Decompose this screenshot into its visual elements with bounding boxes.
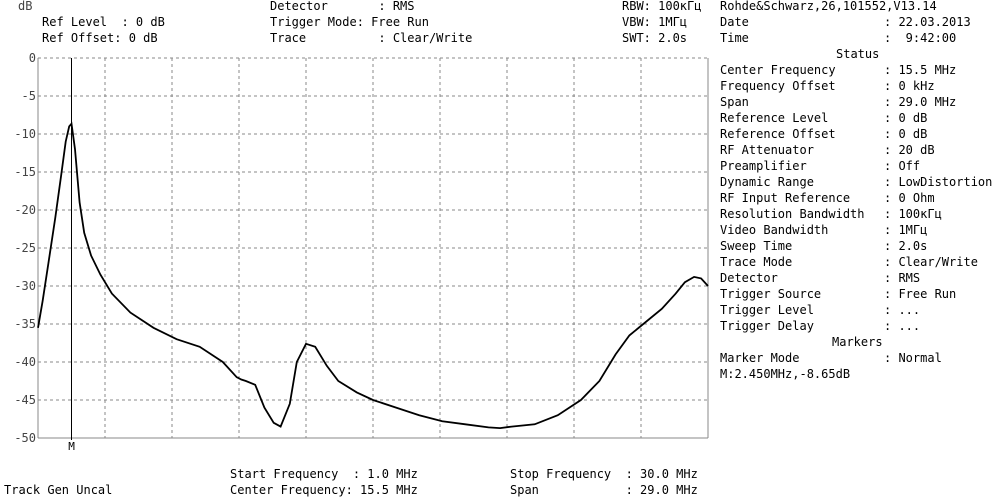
span-readout: Span : 29.0 MHz xyxy=(510,483,698,497)
y-tick-label: -40 xyxy=(14,355,36,369)
status-label: Sweep Time xyxy=(720,239,793,253)
status-label: Trigger Delay xyxy=(720,319,814,333)
y-tick-label: -10 xyxy=(14,127,36,141)
status-label: Span xyxy=(720,95,749,109)
y-unit-label: dB xyxy=(18,0,33,13)
status-label: Detector xyxy=(720,271,778,285)
status-label: RF Attenuator xyxy=(720,143,814,157)
trace-readout: Trace : Clear/Write xyxy=(270,31,473,45)
status-label: Dynamic Range xyxy=(720,175,814,189)
y-tick-label: -35 xyxy=(14,317,36,331)
plot-grid xyxy=(37,57,709,439)
status-value: : 2.0s xyxy=(884,239,928,253)
y-tick-label: 0 xyxy=(29,51,36,65)
status-value: : 0 dB xyxy=(884,127,928,141)
status-label: Trigger Source xyxy=(720,287,822,301)
status-value: : 0 dB xyxy=(884,111,928,125)
status-value: : 29.0 MHz xyxy=(884,95,957,109)
stop-frequency: Stop Frequency : 30.0 MHz xyxy=(510,467,698,481)
status-value: : 20 dB xyxy=(884,143,935,157)
status-label: Reference Level xyxy=(720,111,829,125)
status-label: RF Input Reference xyxy=(720,191,851,205)
y-tick-label: -15 xyxy=(14,165,36,179)
status-value: : 1МГц xyxy=(884,223,928,237)
status-label: Preamplifier xyxy=(720,159,807,173)
status-value: : ... xyxy=(884,319,921,333)
status-label: Trace Mode xyxy=(720,255,793,269)
status-value: : RMS xyxy=(884,271,921,285)
y-axis-ticks: 0 -5 -10 -15 -20 -25 -30 -35 -40 -45 -50 xyxy=(14,51,36,445)
y-tick-label: -20 xyxy=(14,203,36,217)
status-label: Video Bandwidth xyxy=(720,223,829,237)
rbw-readout: RBW: 100кГц xyxy=(622,0,702,13)
status-value: : 15.5 MHz xyxy=(884,63,957,77)
instrument-id: Rohde&Schwarz,26,101552,V13.14 xyxy=(720,0,937,13)
markers-title: Markers xyxy=(832,335,883,349)
start-frequency: Start Frequency : 1.0 MHz xyxy=(230,467,418,481)
status-label: Frequency Offset xyxy=(720,79,836,93)
date-value: : 22.03.2013 xyxy=(884,15,971,29)
center-frequency: Center Frequency: 15.5 MHz xyxy=(230,483,418,497)
ref-level: Ref Level : 0 dB xyxy=(42,15,165,29)
y-tick-label: -30 xyxy=(14,279,36,293)
status-value: : Clear/Write xyxy=(884,255,978,269)
y-tick-label: -50 xyxy=(14,431,36,445)
status-title: Status xyxy=(836,47,880,61)
time-value: : 9:42:00 xyxy=(884,31,957,45)
date-label: Date xyxy=(720,15,749,29)
detector-readout: Detector : RMS xyxy=(270,0,415,13)
status-label: Trigger Level xyxy=(720,303,814,317)
status-value: : 0 Ohm xyxy=(884,191,935,205)
vbw-readout: VBW: 1МГц xyxy=(622,15,688,29)
trigger-mode-readout: Trigger Mode: Free Run xyxy=(270,15,429,29)
track-gen-status: Track Gen Uncal xyxy=(4,483,113,497)
status-label: Reference Offset xyxy=(720,127,836,141)
ref-offset: Ref Offset: 0 dB xyxy=(42,31,158,45)
marker-readout: M:2.450MHz,-8.65dB xyxy=(720,367,851,381)
marker-label: M xyxy=(68,440,75,453)
trace-line xyxy=(37,121,709,430)
y-tick-label: -5 xyxy=(22,89,36,103)
status-value: : LowDistortion xyxy=(884,175,993,189)
swt-readout: SWT: 2.0s xyxy=(622,31,688,45)
status-value: : Free Run xyxy=(884,287,957,301)
status-label: Resolution Bandwidth xyxy=(720,207,865,221)
status-value: : Off xyxy=(884,159,921,173)
marker-mode-label: Marker Mode xyxy=(720,351,800,365)
status-value: : 100кГц xyxy=(884,207,942,221)
status-value: : 0 kHz xyxy=(884,79,935,93)
y-tick-label: -45 xyxy=(14,393,36,407)
status-value: : ... xyxy=(884,303,921,317)
status-label: Center Frequency xyxy=(720,63,836,77)
marker-mode-value: : Normal xyxy=(884,351,942,365)
time-label: Time xyxy=(720,31,749,45)
y-tick-label: -25 xyxy=(14,241,36,255)
